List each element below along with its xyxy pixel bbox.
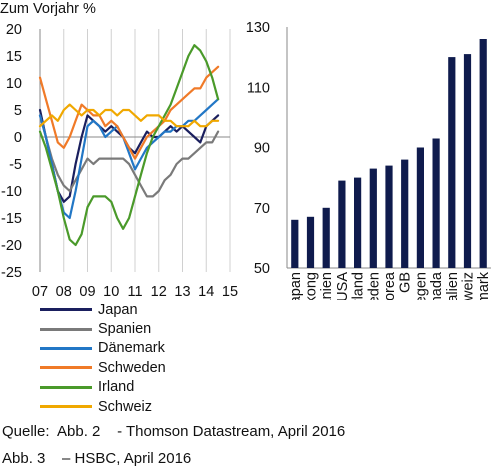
bar-chart-y-tick-label: 110 <box>247 80 270 96</box>
bar-chart-y-tick-label: 70 <box>254 201 270 217</box>
line-chart-y-tick-label: 5 <box>14 103 22 119</box>
legend-item-schweden: Schweden <box>40 358 240 377</box>
bar-chart-y-tick-label: 50 <box>254 261 270 277</box>
bar-gb <box>401 159 409 268</box>
line-chart-y-tick-label: -25 <box>1 265 22 281</box>
bar-japan <box>291 219 299 268</box>
bar-chart-category-label: GB <box>398 272 414 293</box>
line-chart-x-tick-label: 12 <box>151 284 167 300</box>
line-chart-x-tick-label: 14 <box>198 284 214 300</box>
bar-daenemark <box>479 39 487 268</box>
bar-irland <box>354 177 362 268</box>
legend-item-daenemark: Dänemark <box>40 339 240 358</box>
bar-chart: 50 70 90 110 130 JapanHongkongSpanienUSAIrlan… <box>246 20 491 300</box>
line-chart-y-tick-label: 20 <box>6 22 22 38</box>
bar-chart-category-label: Spanien <box>319 272 335 300</box>
legend-item-schweiz: Schweiz <box>40 397 240 416</box>
bar-chart-category-label: Schweiz <box>461 272 477 300</box>
bar-schweden <box>369 168 377 268</box>
line-chart-x-tick-label: 13 <box>174 284 190 300</box>
line-chart-y-axis-label: Zum Vorjahr % <box>0 1 96 17</box>
legend-swatch <box>40 366 92 370</box>
bar-spanien <box>322 207 330 269</box>
legend-swatch <box>40 405 92 409</box>
legend-item-japan: Japan <box>40 300 240 319</box>
bar-kanada <box>432 138 440 268</box>
bar-chart-category-label: USA <box>335 272 351 300</box>
line-chart-y-tick-label: 15 <box>6 49 22 65</box>
bar-schweiz <box>463 54 472 268</box>
line-series-spanien <box>38 114 220 198</box>
legend-label: Japan <box>98 301 138 318</box>
bar-chart-y-tick-label: 90 <box>254 141 270 157</box>
line-series-schweden <box>38 65 220 160</box>
source-line-2: Abb. 3 – HSBC, April 2016 <box>2 450 192 467</box>
line-chart-x-tick-label: 11 <box>127 284 142 300</box>
line-chart-x-tick-label: 07 <box>32 284 48 300</box>
line-chart-y-tick-label: 10 <box>6 76 22 92</box>
bar-chart-category-label: Schweden <box>366 272 382 300</box>
legend-label: Spanien <box>98 321 152 338</box>
line-chart: -25 -20 -15 -10 -5 0 5 10 15 20 07 08 09 10 11 12 13 14 15 <box>1 22 238 300</box>
line-chart-x-tick-label: 10 <box>103 284 119 300</box>
legend-label: Dänemark <box>98 340 165 357</box>
bar-chart-category-label: Irland <box>351 272 367 300</box>
line-series-schweiz <box>38 103 220 128</box>
bar-usa <box>338 180 346 268</box>
bar-hongkong <box>306 216 315 268</box>
legend-swatch <box>40 308 92 312</box>
bar-chart-category-label: Kanada <box>429 271 445 300</box>
bar-chart-category-label: Hongkong <box>304 272 320 300</box>
line-chart-x-tick-label: 08 <box>56 284 72 300</box>
line-chart-y-tick-label: -20 <box>1 238 22 254</box>
line-chart-legend: Japan Spanien Dänemark Schweden Irland Schwei… <box>40 300 240 416</box>
line-chart-y-tick-label: -10 <box>1 184 22 200</box>
source-line-1: Quelle: Abb. 2 - Thomson Datastream, Apr… <box>2 423 346 440</box>
line-chart-x-tick-label: 09 <box>79 284 95 300</box>
legend-item-irland: Irland <box>40 378 240 397</box>
bar-korea <box>385 165 393 268</box>
bar-chart-y-tick-label: 130 <box>246 20 270 36</box>
bar-norwegen <box>416 147 424 268</box>
line-chart-y-tick-label: 0 <box>14 130 22 146</box>
line-chart-y-tick-label: -15 <box>1 211 22 227</box>
legend-label: Schweiz <box>98 398 152 415</box>
line-chart-y-tick-label: -5 <box>9 157 22 173</box>
bar-chart-category-label: Australien <box>445 272 461 300</box>
legend-swatch <box>40 327 92 331</box>
bar-chart-category-label: Japan <box>288 272 304 300</box>
bar-chart-category-label: Dänemark <box>476 271 491 300</box>
bar-chart-category-label: Korea <box>382 271 398 300</box>
chart-area: Zum Vorjahr % -25 -20 -15 -10 -5 0 5 10 15 20 07 08… <box>0 1 491 300</box>
legend-swatch <box>40 346 92 350</box>
legend-label: Schweden <box>98 359 166 376</box>
bar-australien <box>448 57 456 268</box>
legend-label: Irland <box>98 379 135 396</box>
legend-item-spanien: Spanien <box>40 319 240 338</box>
line-series-irland <box>38 44 220 247</box>
line-series-daenemark <box>38 98 220 220</box>
legend-swatch <box>40 385 92 389</box>
bar-chart-category-label: Norwegen <box>413 272 429 300</box>
line-chart-x-tick-label: 15 <box>222 284 238 300</box>
